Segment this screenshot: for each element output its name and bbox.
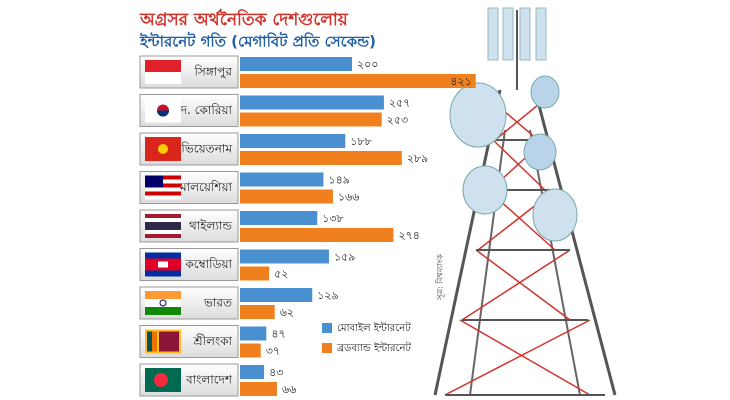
flag (154, 373, 168, 387)
bar (240, 326, 267, 341)
value-label: ২০০ (357, 58, 378, 71)
bar (240, 57, 352, 71)
bar (240, 134, 346, 148)
value-label: ১৪৯ (328, 174, 349, 187)
flag (145, 299, 181, 307)
flag (157, 110, 169, 117)
bar (240, 382, 277, 396)
legend-swatch (322, 343, 332, 353)
country-label: থাইল্যান্ড (189, 219, 232, 233)
flag (145, 187, 181, 192)
value-label: ১৫৯ (334, 251, 355, 264)
value-label: ৬২ (280, 306, 294, 319)
flag (158, 261, 168, 268)
bar (240, 365, 265, 379)
flag (159, 299, 167, 307)
flag (152, 331, 157, 352)
value-label: ২৭৪ (398, 229, 419, 242)
source: সূত্র: বিশ্বব্যাংক (436, 254, 445, 301)
bar (240, 343, 261, 358)
value-label: ২৫৩ (387, 114, 408, 127)
bar (240, 305, 275, 319)
bar (240, 95, 384, 110)
value-label: ১৮৮ (350, 135, 371, 148)
legend-label: মোবাইল ইন্টারনেট (337, 321, 411, 334)
flag (145, 191, 181, 196)
bar (240, 189, 333, 204)
value-label: ২৫৭ (389, 97, 410, 110)
bar (240, 228, 394, 242)
value-label: ৪৭ (271, 328, 285, 341)
value-label: ১৬৬ (338, 191, 359, 204)
country-label: ভিয়েতনাম (180, 142, 232, 156)
flag (145, 307, 181, 315)
legend-label: ব্রডব্যান্ড ইন্টারনেট (336, 341, 411, 354)
bar (240, 151, 402, 165)
value-label: ৪৩ (269, 366, 283, 379)
flag (145, 195, 181, 200)
country-label: সিঙ্গাপুর (193, 65, 232, 80)
country-label: মালয়েশিয়া (179, 180, 233, 194)
value-label: ৩৭ (266, 345, 280, 358)
country-label: বাংলাদেশ (185, 373, 233, 387)
flag (145, 72, 181, 84)
flag (145, 291, 181, 299)
country-label: কম্বোডিয়া (184, 257, 232, 271)
bar (240, 172, 324, 187)
bar (240, 266, 270, 281)
flag (159, 331, 179, 352)
value-label: ১৩৮ (322, 212, 343, 225)
flag (145, 175, 163, 188)
bar (240, 211, 318, 225)
country-label: শ্রীলংকা (193, 333, 233, 348)
flag (158, 144, 168, 154)
bar (240, 249, 330, 264)
flag (147, 331, 152, 352)
country-label: দ. কোরিয়া (180, 103, 233, 117)
value-label: ৬৬ (282, 383, 296, 396)
flag (145, 60, 181, 72)
bar (240, 112, 382, 127)
chart-title: অগ্রসর অর্থনৈতিক দেশগুলোয় (139, 8, 349, 30)
bar (240, 74, 476, 88)
value-label: ১২৯ (317, 289, 338, 302)
value-label: ৪২১ (450, 75, 471, 88)
legend-swatch (322, 323, 332, 333)
value-label: ২৮৯ (407, 152, 428, 165)
flag (145, 222, 181, 230)
value-label: ৫২ (274, 268, 288, 281)
chart-subtitle: ইন্টারনেট গতি (মেগাবিট প্রতি সেকেন্ড) (139, 32, 376, 51)
bar (240, 288, 313, 302)
country-label: ভারত (203, 296, 233, 310)
tower (433, 7, 617, 396)
